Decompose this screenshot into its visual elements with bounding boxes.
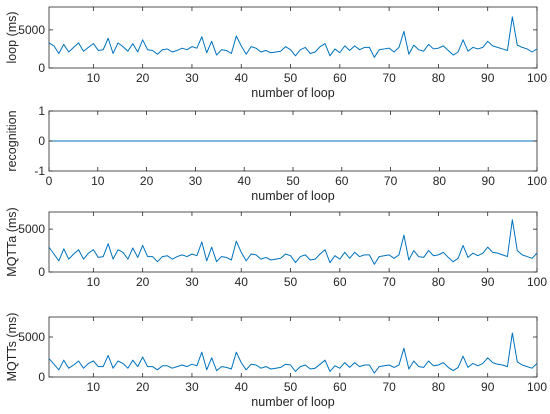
x-tick-label: 10 [91, 174, 105, 188]
subplot-1: 10 20 30 40 50 60 70 80 90 100 0 5000 number of loop… [5, 6, 547, 100]
x-tick-label: 70 [382, 275, 396, 289]
x-tick-label: 50 [284, 71, 298, 85]
x-tick-label: 100 [527, 71, 547, 85]
x-tick-label: 60 [333, 71, 347, 85]
x-tick-label: 100 [527, 275, 547, 289]
x-tick-label: 10 [87, 380, 101, 394]
x-tick-label: 40 [235, 71, 249, 85]
y-axis-label: loop (ms) [5, 11, 19, 63]
axes-box [48, 316, 538, 378]
y-tick-label: 0 [38, 370, 45, 384]
x-tick-label: 90 [481, 380, 495, 394]
x-axis-label: number of loop [251, 86, 334, 100]
x-tick-label: 20 [136, 275, 150, 289]
axes-box [48, 211, 538, 273]
y-axis-label: MQTTa (ms) [5, 207, 19, 276]
x-tick-label: 50 [284, 380, 298, 394]
x-tick-label: 40 [238, 174, 252, 188]
y-tick-label: 0 [38, 265, 45, 279]
x-tick-label: 100 [527, 380, 547, 394]
x-tick-label: 0 [46, 174, 53, 188]
y-axis-label: MQTTs (ms) [5, 313, 19, 382]
axes-box [48, 6, 538, 69]
x-tick-label: 80 [433, 174, 447, 188]
series-line [48, 219, 538, 265]
x-tick-label: 20 [136, 380, 150, 394]
x-tick-label: 60 [333, 275, 347, 289]
x-tick-label: 40 [235, 275, 249, 289]
y-tick-label: 0 [38, 61, 45, 75]
x-tick-label: 30 [189, 174, 203, 188]
x-tick-label: 50 [286, 174, 300, 188]
x-tick-label: 100 [527, 174, 547, 188]
x-tick-label: 40 [235, 380, 249, 394]
y-tick-label: 5000 [18, 23, 45, 37]
x-tick-label: 30 [185, 380, 199, 394]
x-tick-label: 70 [382, 71, 396, 85]
y-tick-label: 5000 [18, 330, 45, 344]
y-tick-label: -1 [34, 164, 45, 178]
x-tick-label: 20 [140, 174, 154, 188]
x-tick-label: 10 [87, 71, 101, 85]
x-tick-label: 90 [481, 275, 495, 289]
x-tick-label: 20 [136, 71, 150, 85]
series-line [48, 332, 538, 374]
x-tick-label: 70 [382, 380, 396, 394]
x-axis-label: number of loop [251, 395, 334, 409]
x-tick-label: 80 [432, 71, 446, 85]
x-tick-label: 50 [284, 275, 298, 289]
y-tick-label: 1 [38, 104, 45, 118]
x-tick-label: 70 [384, 174, 398, 188]
y-tick-label: 0 [38, 134, 45, 148]
x-tick-label: 60 [335, 174, 349, 188]
subplot-4: 10 20 30 40 50 60 70 80 90 100 0 5000 number of loop… [5, 313, 547, 409]
x-tick-label: 10 [87, 275, 101, 289]
x-tick-label: 30 [185, 71, 199, 85]
series-line [48, 16, 538, 58]
x-tick-label: 60 [333, 380, 347, 394]
x-tick-label: 90 [481, 71, 495, 85]
y-tick-label: 5000 [18, 222, 45, 236]
x-tick-label: 30 [185, 275, 199, 289]
x-axis-label: number of loop [251, 189, 334, 203]
x-tick-label: 90 [482, 174, 496, 188]
y-axis-label: recognition [5, 110, 19, 171]
x-tick-label: 80 [432, 380, 446, 394]
x-tick-label: 80 [432, 275, 446, 289]
